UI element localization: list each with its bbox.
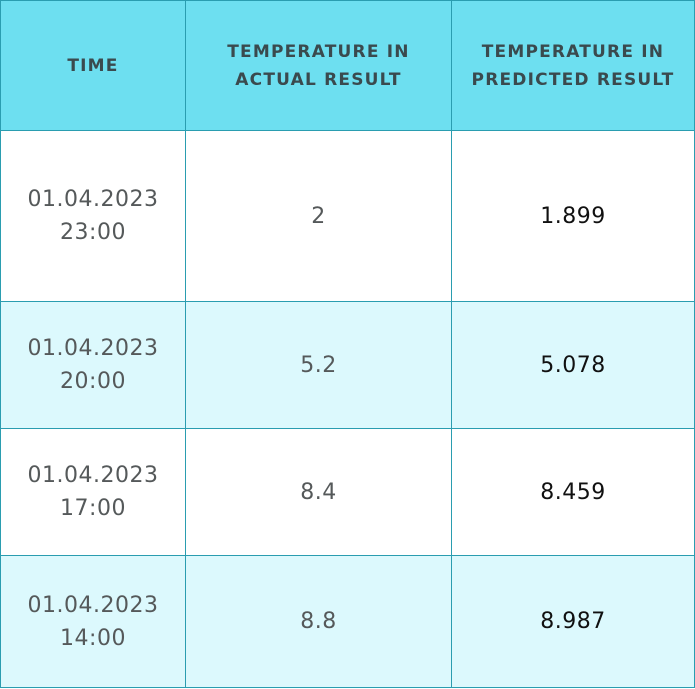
actual-temperature-cell: 8.8 bbox=[185, 555, 452, 688]
table-row: 01.04.2023 20:00 5.2 5.078 bbox=[0, 301, 695, 429]
time-cell: 01.04.2023 20:00 bbox=[0, 301, 186, 429]
table-row: 01.04.2023 23:00 2 1.899 bbox=[0, 130, 695, 302]
table-row: 01.04.2023 17:00 8.4 8.459 bbox=[0, 428, 695, 556]
time-date: 01.04.2023 bbox=[27, 463, 159, 488]
time-date: 01.04.2023 bbox=[27, 187, 159, 212]
time-hour: 14:00 bbox=[60, 625, 126, 651]
predicted-temperature-cell: 5.078 bbox=[451, 301, 695, 429]
predicted-temperature-cell: 8.459 bbox=[451, 428, 695, 556]
actual-temperature-cell: 2 bbox=[185, 130, 452, 302]
predicted-temperature-cell: 1.899 bbox=[451, 130, 695, 302]
predicted-temperature-cell: 8.987 bbox=[451, 555, 695, 688]
time-hour: 17:00 bbox=[60, 496, 126, 521]
time-date: 01.04.2023 bbox=[27, 336, 159, 361]
time-cell: 01.04.2023 17:00 bbox=[0, 428, 186, 556]
table-row: 01.04.2023 14:00 8.8 8.987 bbox=[0, 555, 695, 688]
header-row: TIME TEMPERATURE IN ACTUAL RESULT TEMPER… bbox=[0, 0, 695, 131]
header-actual-temperature: TEMPERATURE IN ACTUAL RESULT bbox=[185, 0, 452, 131]
time-cell: 01.04.2023 23:00 bbox=[0, 130, 186, 302]
time-date: 01.04.2023 bbox=[27, 592, 159, 618]
table-body: 01.04.2023 23:00 2 1.899 01.04.2023 20:0… bbox=[0, 130, 695, 688]
time-cell: 01.04.2023 14:00 bbox=[0, 555, 186, 688]
header-time: TIME bbox=[0, 0, 186, 131]
actual-temperature-cell: 5.2 bbox=[185, 301, 452, 429]
actual-temperature-cell: 8.4 bbox=[185, 428, 452, 556]
table-header: TIME TEMPERATURE IN ACTUAL RESULT TEMPER… bbox=[0, 0, 695, 131]
header-predicted-temperature: TEMPERATURE IN PREDICTED RESULT bbox=[451, 0, 695, 131]
time-hour: 23:00 bbox=[60, 220, 126, 245]
time-hour: 20:00 bbox=[60, 369, 126, 394]
